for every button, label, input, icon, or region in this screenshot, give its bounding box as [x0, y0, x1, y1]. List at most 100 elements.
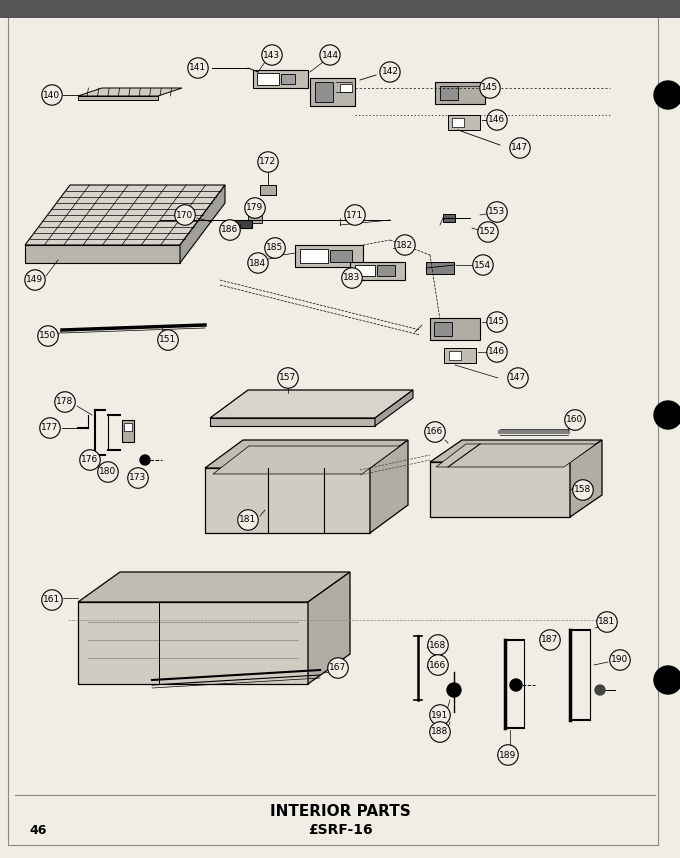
Text: 187: 187 [541, 636, 559, 644]
Text: 145: 145 [481, 83, 498, 93]
Text: 154: 154 [475, 261, 492, 269]
Text: 142: 142 [381, 68, 398, 76]
Text: 149: 149 [27, 275, 44, 285]
Polygon shape [180, 185, 225, 263]
Text: 166: 166 [426, 427, 443, 437]
Text: 157: 157 [279, 373, 296, 383]
Text: 191: 191 [431, 710, 449, 720]
Text: 190: 190 [611, 656, 628, 664]
Bar [248, 215, 262, 223]
Text: 152: 152 [479, 227, 496, 237]
Polygon shape [213, 446, 400, 474]
Polygon shape [210, 390, 413, 418]
Text: 166: 166 [429, 661, 447, 669]
Text: 173: 173 [129, 474, 147, 482]
Bar [440, 86, 458, 100]
Polygon shape [570, 440, 602, 517]
Text: 178: 178 [56, 397, 73, 407]
Text: 144: 144 [322, 51, 339, 59]
Text: 150: 150 [39, 331, 56, 341]
Text: 180: 180 [99, 468, 117, 476]
Text: 184: 184 [250, 258, 267, 268]
Polygon shape [205, 440, 408, 468]
Bar [449, 351, 461, 360]
Text: 141: 141 [190, 63, 207, 72]
Text: 185: 185 [267, 244, 284, 252]
Text: 151: 151 [159, 335, 177, 345]
Polygon shape [25, 245, 180, 263]
Bar [355, 265, 375, 276]
Polygon shape [78, 88, 182, 96]
Polygon shape [78, 602, 308, 684]
Text: 160: 160 [566, 415, 583, 425]
Polygon shape [430, 462, 570, 517]
Circle shape [654, 401, 680, 429]
Text: 170: 170 [176, 210, 194, 220]
Bar [430, 318, 480, 340]
Text: 181: 181 [239, 516, 256, 524]
Bar [0, 0, 680, 18]
Text: 161: 161 [44, 595, 61, 605]
Bar [260, 185, 276, 195]
Text: 168: 168 [429, 641, 447, 650]
Polygon shape [370, 440, 408, 533]
Text: 189: 189 [499, 751, 517, 759]
Polygon shape [25, 185, 225, 245]
Bar [124, 423, 132, 431]
Circle shape [447, 683, 461, 697]
Bar [330, 250, 352, 262]
Polygon shape [430, 440, 602, 462]
Polygon shape [375, 390, 413, 426]
Text: £SRF-16: £SRF-16 [307, 823, 373, 837]
Bar [443, 214, 455, 222]
Text: 140: 140 [44, 90, 61, 100]
Polygon shape [78, 572, 350, 602]
Text: INTERIOR PARTS: INTERIOR PARTS [270, 805, 410, 819]
Bar [122, 420, 134, 442]
Polygon shape [78, 96, 158, 100]
Text: 146: 146 [488, 116, 505, 124]
Polygon shape [436, 444, 596, 467]
Text: 179: 179 [246, 203, 264, 213]
Circle shape [654, 81, 680, 109]
Circle shape [654, 666, 680, 694]
Bar [444, 348, 476, 363]
Text: 145: 145 [488, 317, 505, 327]
Text: 167: 167 [329, 663, 347, 673]
Text: 153: 153 [488, 208, 506, 216]
Bar [434, 322, 452, 336]
Bar [315, 82, 333, 102]
Bar [350, 262, 405, 280]
Bar [426, 262, 454, 274]
Text: 143: 143 [263, 51, 281, 59]
Bar [448, 115, 480, 130]
Text: 46: 46 [29, 824, 47, 837]
Bar [377, 265, 395, 276]
Circle shape [595, 685, 605, 695]
Bar [234, 220, 252, 228]
Bar [340, 84, 352, 92]
Polygon shape [210, 418, 375, 426]
Text: 158: 158 [575, 486, 592, 494]
Polygon shape [308, 572, 350, 684]
Text: 186: 186 [222, 226, 239, 234]
Text: 188: 188 [431, 728, 449, 736]
Text: 182: 182 [396, 240, 413, 250]
Bar [295, 245, 363, 267]
Bar [257, 73, 279, 85]
Circle shape [140, 455, 150, 465]
Bar [281, 74, 295, 84]
Text: 147: 147 [511, 143, 528, 153]
Circle shape [510, 679, 522, 691]
Text: 177: 177 [41, 424, 58, 432]
Polygon shape [205, 468, 370, 533]
Bar [435, 82, 485, 104]
Bar [300, 249, 328, 263]
Text: 147: 147 [509, 373, 526, 383]
Text: 146: 146 [488, 347, 505, 357]
Text: 176: 176 [82, 456, 99, 464]
Bar [310, 78, 355, 106]
Text: 183: 183 [343, 274, 360, 282]
Bar [253, 70, 308, 88]
Text: 181: 181 [598, 618, 615, 626]
